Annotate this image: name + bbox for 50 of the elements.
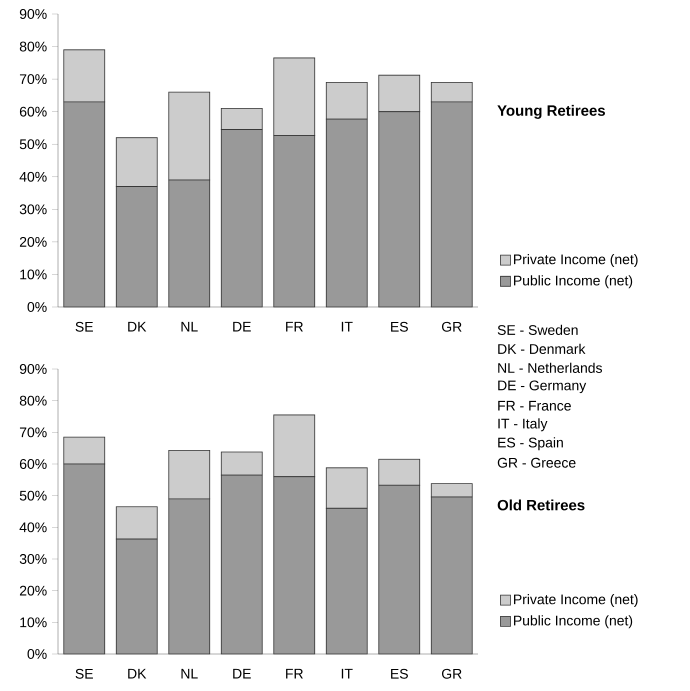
y-tick-label: 50% <box>20 139 47 150</box>
y-tick-label: 20% <box>20 586 47 596</box>
y-tick-label: 90% <box>20 364 47 374</box>
x-tick-label: DK <box>128 668 146 678</box>
text: FR - France <box>498 400 571 411</box>
x-tick-label: ES <box>391 668 408 679</box>
y-tick-label: 70% <box>20 427 47 438</box>
legend-label: Private Income (net) <box>514 594 638 608</box>
y-tick-label: 0% <box>28 649 47 659</box>
y-tick-label: 80% <box>20 396 47 406</box>
x-tick-label: ES <box>391 322 408 332</box>
y-tick-label: 20% <box>20 236 47 247</box>
y-tick-label: 10% <box>20 617 47 628</box>
y-tick-label: 80% <box>20 42 47 52</box>
x-tick-label: SE <box>76 668 93 679</box>
legend-label: Public Income (net) <box>514 275 632 288</box>
x-tick-label: FR <box>286 668 303 678</box>
x-tick-label: IT <box>342 668 353 678</box>
text: NL - Netherlands <box>498 362 602 373</box>
y-tick-label: 0% <box>28 302 47 312</box>
x-tick-label: GR <box>442 322 462 332</box>
text: SE - Sweden <box>498 324 578 335</box>
x-tick-label: IT <box>342 322 353 332</box>
y-tick-label: 40% <box>20 522 47 532</box>
y-tick-label: 60% <box>20 106 47 117</box>
x-tick-label: SE <box>76 322 93 332</box>
x-tick-label: GR <box>442 668 462 679</box>
x-tick-label: NL <box>181 322 198 332</box>
x-tick-label: DE <box>233 668 251 678</box>
x-tick-label: DE <box>233 322 251 332</box>
y-tick-label: 70% <box>20 74 47 84</box>
x-tick-label: NL <box>181 668 198 678</box>
legend-label: Public Income (net) <box>514 615 632 628</box>
x-tick-label: FR <box>286 322 303 332</box>
text: GR - Greece <box>498 458 576 468</box>
y-tick-label: 90% <box>20 9 47 19</box>
text: IT - Italy <box>498 418 548 432</box>
y-tick-label: 40% <box>20 172 47 182</box>
text: ES - Spain <box>498 437 563 450</box>
y-tick-label: 50% <box>20 490 47 501</box>
y-tick-label: 10% <box>20 269 47 280</box>
y-tick-label: 60% <box>20 459 47 469</box>
text: DK - Denmark <box>498 344 586 354</box>
x-tick-label: DK <box>128 322 146 332</box>
text: Young Retirees <box>497 104 605 119</box>
legend-label: Private Income (net) <box>514 254 638 268</box>
y-tick-label: 30% <box>20 204 47 214</box>
text: DE - Germany <box>498 380 586 394</box>
text: Old Retirees <box>498 499 584 510</box>
y-tick-label: 30% <box>20 554 47 564</box>
